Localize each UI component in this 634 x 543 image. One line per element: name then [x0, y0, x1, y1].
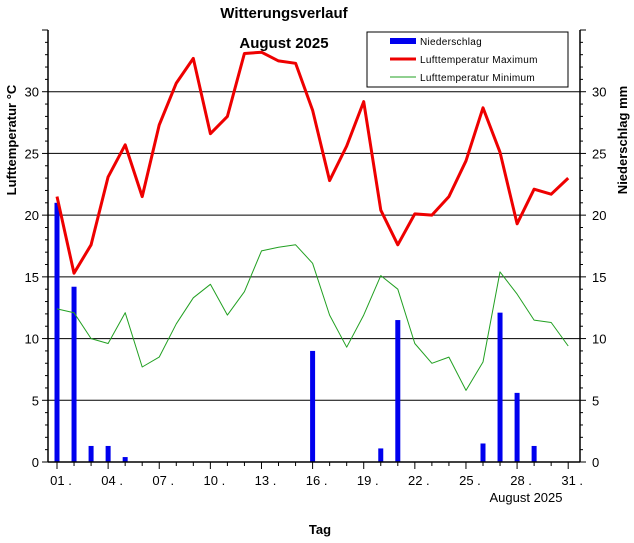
- x-tick-label-7: 07 .: [152, 473, 174, 488]
- precip-bar-day-27: [497, 312, 503, 462]
- x-tick-label-1: 01 .: [50, 473, 72, 488]
- x-axis-date-label: August 2025: [489, 490, 562, 505]
- y-tick-left-0: 0: [32, 455, 39, 470]
- precip-bar-day-21: [395, 320, 401, 462]
- y-tick-left-25: 25: [25, 146, 39, 161]
- x-axis-label: Tag: [309, 522, 331, 537]
- x-tick-label-16: 16 .: [306, 473, 328, 488]
- x-tick-label-4: 04 .: [101, 473, 123, 488]
- x-tick-label-28: 28 .: [510, 473, 532, 488]
- y-tick-left-30: 30: [25, 85, 39, 100]
- y-tick-left-15: 15: [25, 270, 39, 285]
- precip-bar-day-2: [71, 286, 77, 462]
- y-tick-right-5: 5: [592, 393, 599, 408]
- y-tick-right-10: 10: [592, 332, 606, 347]
- y-tick-left-20: 20: [25, 208, 39, 223]
- y-axis-label-left: Lufttemperatur °C: [4, 84, 19, 195]
- x-tick-label-22: 22 .: [408, 473, 430, 488]
- precip-bar-day-26: [480, 443, 486, 462]
- y-tick-right-0: 0: [592, 455, 599, 470]
- precip-bar-day-16: [310, 350, 316, 462]
- legend-label-minimum: Lufttemperatur Minimum: [420, 73, 535, 84]
- precipitation-bars: [54, 202, 537, 463]
- x-tick-label-19: 19 .: [357, 473, 379, 488]
- chart-title: Witterungsverlauf: [220, 5, 348, 22]
- tick-labels: 0 0 5 5 10 10 15 15 20 20 25 25 30 30 01 . 04 . 07 . 10 .…: [25, 85, 607, 488]
- series-line-temp-max: [55, 50, 570, 275]
- axes: [42, 29, 586, 469]
- precip-bar-day-5: [122, 457, 128, 462]
- legend-swatch-niederschlag: [390, 38, 416, 44]
- precip-bar-day-29: [531, 445, 537, 462]
- legend: Niederschlag Lufttemperatur Maximum Luft…: [366, 31, 569, 88]
- precip-bar-day-1: [54, 202, 60, 463]
- legend-label-niederschlag: Niederschlag: [420, 37, 482, 48]
- y-tick-right-20: 20: [592, 208, 606, 223]
- precip-bar-day-20: [378, 448, 384, 462]
- x-tick-label-13: 13 .: [255, 473, 277, 488]
- y-tick-right-30: 30: [592, 85, 606, 100]
- precip-bar-day-28: [514, 392, 520, 462]
- x-tick-label-10: 10 .: [204, 473, 226, 488]
- y-axis-label-right: Niederschlag mm: [615, 86, 630, 194]
- y-tick-right-15: 15: [592, 270, 606, 285]
- gridlines: [48, 91, 580, 401]
- precip-bar-day-4: [105, 445, 111, 462]
- x-tick-label-31: 31 .: [561, 473, 583, 488]
- precip-bar-day-3: [88, 445, 94, 462]
- temperature-lines: [55, 50, 570, 391]
- y-tick-left-10: 10: [25, 332, 39, 347]
- x-tick-label-25: 25 .: [459, 473, 481, 488]
- legend-label-maximum: Lufttemperatur Maximum: [420, 55, 538, 66]
- y-tick-right-25: 25: [592, 146, 606, 161]
- chart-subtitle: August 2025: [239, 35, 328, 52]
- y-tick-left-5: 5: [32, 393, 39, 408]
- series-line-temp-min: [56, 244, 569, 391]
